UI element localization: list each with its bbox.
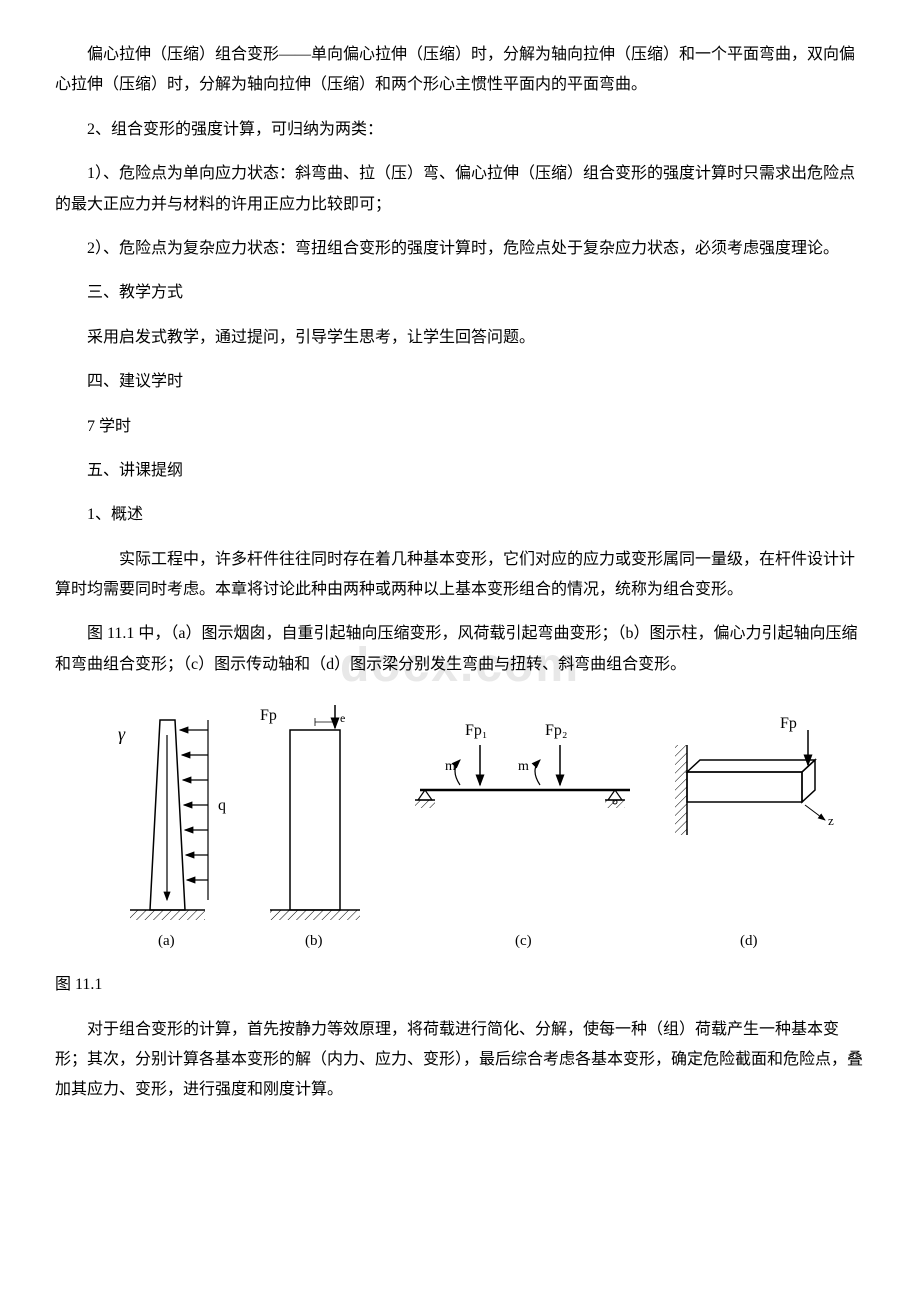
- heading-hours: 四、建议学时: [55, 367, 865, 397]
- subfig-d: Fp z (d): [675, 715, 834, 949]
- svg-text:(b): (b): [305, 933, 323, 949]
- svg-text:m: m: [445, 759, 456, 774]
- paragraph-overview: 实际工程中，许多杆件往往同时存在着几种基本变形，它们对应的应力或变形属同一量级，…: [55, 545, 865, 606]
- document-content: 偏心拉伸（压缩）组合变形——单向偏心拉伸（压缩）时，分解为轴向拉伸（压缩）和一个…: [55, 40, 865, 1106]
- paragraph-eccentric-tension: 偏心拉伸（压缩）组合变形——单向偏心拉伸（压缩）时，分解为轴向拉伸（压缩）和一个…: [55, 40, 865, 101]
- subfig-a: γ q (a): [118, 720, 226, 949]
- svg-text:q: q: [218, 797, 226, 814]
- heading-teaching-method: 三、教学方式: [55, 278, 865, 308]
- svg-text:m: m: [518, 759, 529, 774]
- paragraph-uniaxial-stress: 1）、危险点为单向应力状态：斜弯曲、拉（压）弯、偏心拉伸（压缩）组合变形的强度计…: [55, 159, 865, 220]
- svg-text:Fp₁: Fp₁: [465, 722, 487, 739]
- paragraph-strength-calc-intro: 2、组合变形的强度计算，可归纳为两类：: [55, 115, 865, 145]
- svg-text:(c): (c): [515, 933, 532, 949]
- svg-text:z: z: [828, 813, 834, 828]
- figure-svg: γ q (a) e Fp (b): [80, 700, 840, 960]
- figure-11-1: γ q (a) e Fp (b): [55, 700, 865, 960]
- svg-text:Fp₂: Fp₂: [545, 722, 567, 739]
- paragraph-teaching-method: 采用启发式教学，通过提问，引导学生思考，让学生回答问题。: [55, 323, 865, 353]
- svg-text:e: e: [340, 711, 345, 725]
- heading-lecture-outline: 五、讲课提纲: [55, 456, 865, 486]
- svg-text:γ: γ: [118, 724, 126, 744]
- paragraph-hours: 7 学时: [55, 412, 865, 442]
- svg-text:Fp: Fp: [260, 707, 277, 724]
- subfig-b: e Fp (b): [260, 705, 360, 949]
- svg-text:Fp: Fp: [780, 715, 797, 732]
- figure-caption: 图 11.1: [55, 970, 865, 1000]
- subfig-c: Fp₁ m Fp₂ m (c): [415, 722, 630, 949]
- paragraph-complex-stress: 2）、危险点为复杂应力状态：弯扭组合变形的强度计算时，危险点处于复杂应力状态，必…: [55, 234, 865, 264]
- svg-text:(d): (d): [740, 933, 758, 949]
- svg-text:(a): (a): [158, 933, 175, 949]
- paragraph-figure-desc: 图 11.1 中，（a）图示烟囱，自重引起轴向压缩变形，风荷载引起弯曲变形；（b…: [55, 619, 865, 680]
- paragraph-calculation-method: 对于组合变形的计算，首先按静力等效原理，将荷载进行简化、分解，使每一种（组）荷载…: [55, 1015, 865, 1106]
- heading-overview: 1、概述: [55, 500, 865, 530]
